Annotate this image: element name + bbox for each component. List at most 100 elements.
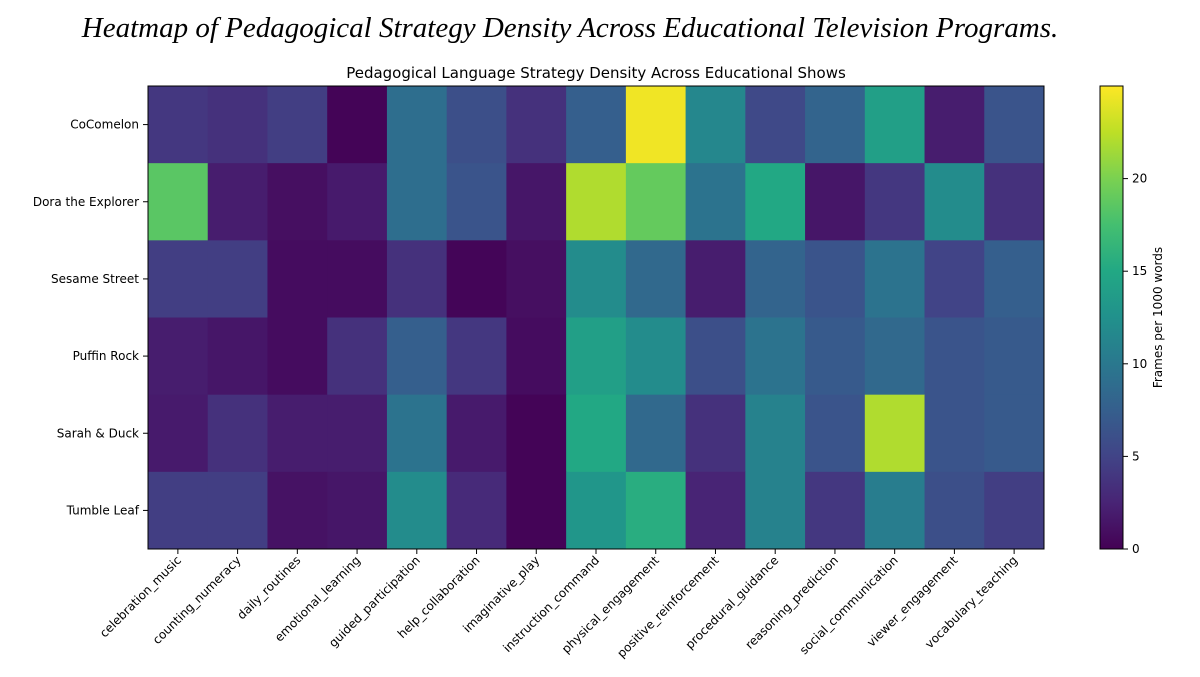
heatmap-cell <box>506 86 567 164</box>
heatmap-cell <box>924 317 985 396</box>
heatmap-cell <box>327 317 388 396</box>
heatmap-cell <box>207 317 268 396</box>
heatmap-cell <box>745 240 806 318</box>
heatmap-cell <box>625 394 687 473</box>
heatmap-cell <box>327 471 388 550</box>
heatmap-cell <box>148 471 209 550</box>
heatmap-cell <box>984 163 1045 241</box>
heatmap-cell <box>625 240 687 318</box>
y-tick-label: Puffin Rock <box>73 349 139 363</box>
heatmap-cell <box>327 86 388 164</box>
heatmap-cell <box>386 317 448 396</box>
heatmap-cell <box>386 163 448 241</box>
colorbar-tick-label: 0 <box>1132 542 1140 556</box>
figure-caption: Heatmap of Pedagogical Strategy Density … <box>81 12 1059 44</box>
x-tick-label: physical_engagement <box>559 553 662 656</box>
heatmap-cell <box>327 240 388 318</box>
heatmap-cell <box>864 163 926 241</box>
heatmap-cell <box>745 317 806 396</box>
heatmap-cell <box>625 163 687 241</box>
heatmap-cell <box>446 86 507 164</box>
heatmap-cell <box>267 317 328 396</box>
heatmap-cell <box>625 471 687 550</box>
colorbar-tick-label: 10 <box>1132 357 1147 371</box>
heatmap-cell <box>566 317 627 396</box>
heatmap-cell <box>745 163 806 241</box>
y-tick-label: Tumble Leaf <box>66 503 140 517</box>
heatmap-cell <box>446 471 507 550</box>
heatmap-cell <box>506 471 567 550</box>
heatmap-cell <box>864 471 926 550</box>
x-axis: celebration_musiccounting_numeracydaily_… <box>97 549 1020 660</box>
y-tick-label: Dora the Explorer <box>33 195 139 209</box>
heatmap-cell <box>745 471 806 550</box>
heatmap-cell <box>267 471 328 550</box>
heatmap-cell <box>148 317 209 396</box>
heatmap-cell <box>386 471 448 550</box>
x-tick-label: social_communication <box>797 553 901 657</box>
heatmap-cell <box>984 86 1045 164</box>
heatmap-cell <box>805 86 866 164</box>
colorbar-tick-label: 15 <box>1132 264 1147 278</box>
heatmap-cell <box>506 394 567 473</box>
heatmap-cell <box>207 86 268 164</box>
heatmap-cell <box>386 394 448 473</box>
y-axis: CoComelon Dora the Explorer Sesame Street P… <box>33 118 148 517</box>
heatmap-cell <box>924 86 985 164</box>
heatmap-cell <box>267 86 328 164</box>
heatmap-cell <box>386 86 448 164</box>
heatmap-cell <box>685 86 746 164</box>
heatmap-cell <box>566 240 627 318</box>
heatmap-cell <box>506 317 567 396</box>
heatmap-cell <box>267 240 328 318</box>
heatmap-cell <box>864 86 926 164</box>
heatmap-cell <box>625 317 687 396</box>
heatmap-cell <box>864 240 926 318</box>
heatmap-cell <box>148 163 209 241</box>
heatmap-cell <box>327 394 388 473</box>
heatmap-cell <box>805 163 866 241</box>
heatmap-cell <box>685 471 746 550</box>
heatmap-cell <box>446 317 507 396</box>
heatmap-cell <box>984 471 1045 550</box>
heatmap-cell <box>864 394 926 473</box>
heatmap-cell <box>446 394 507 473</box>
heatmap-cell <box>805 471 866 550</box>
colorbar: 0 5 10 15 20 Frames per 1000 words <box>1099 85 1165 556</box>
heatmap-cell <box>446 240 507 318</box>
heatmap-cell <box>566 163 627 241</box>
heatmap-cell <box>566 471 627 550</box>
heatmap-cell <box>745 394 806 473</box>
heatmap-cell <box>148 86 209 164</box>
heatmap-cell <box>207 394 268 473</box>
heatmap-cell <box>745 86 806 164</box>
heatmap-cell <box>924 240 985 318</box>
heatmap-cell <box>805 317 866 396</box>
heatmap-cell <box>625 86 687 164</box>
heatmap-cell <box>805 394 866 473</box>
heatmap-cell <box>386 240 448 318</box>
y-tick-label: Sesame Street <box>51 272 139 286</box>
heatmap-cell <box>924 394 985 473</box>
heatmap-cell <box>566 86 627 164</box>
heatmap-cells <box>148 86 1045 550</box>
heatmap-cell <box>685 163 746 241</box>
heatmap-cell <box>685 394 746 473</box>
heatmap-cell <box>506 163 567 241</box>
heatmap-cell <box>207 163 268 241</box>
heatmap-cell <box>327 163 388 241</box>
x-tick-label: positive_reinforcement <box>614 553 721 660</box>
colorbar-label: Frames per 1000 words <box>1151 247 1165 388</box>
heatmap-cell <box>148 394 209 473</box>
heatmap-cell <box>984 317 1045 396</box>
chart-title: Pedagogical Language Strategy Density Ac… <box>346 64 846 82</box>
heatmap-cell <box>984 240 1045 318</box>
heatmap-cell <box>267 394 328 473</box>
x-tick-label: daily_routines <box>234 553 303 622</box>
heatmap-cell <box>506 240 567 318</box>
heatmap-cell <box>148 240 209 318</box>
heatmap-cell <box>207 471 268 550</box>
heatmap-cell <box>924 471 985 550</box>
heatmap-cell <box>267 163 328 241</box>
heatmap-cell <box>207 240 268 318</box>
